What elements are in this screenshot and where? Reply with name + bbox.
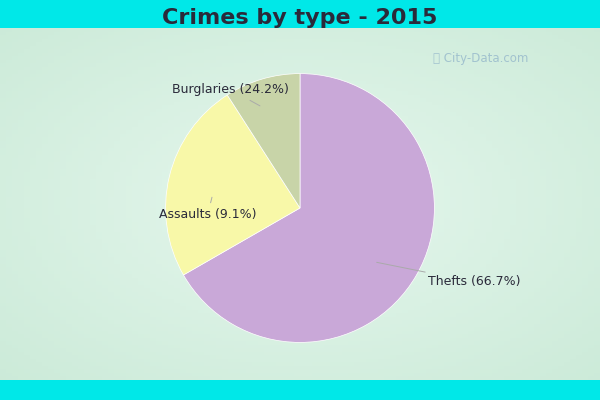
Wedge shape — [166, 95, 300, 275]
Wedge shape — [227, 74, 300, 208]
Text: Assaults (9.1%): Assaults (9.1%) — [159, 197, 256, 221]
Text: ⓘ City-Data.com: ⓘ City-Data.com — [433, 52, 528, 65]
Text: Burglaries (24.2%): Burglaries (24.2%) — [172, 83, 289, 106]
Wedge shape — [184, 74, 434, 342]
Text: Crimes by type - 2015: Crimes by type - 2015 — [163, 8, 437, 28]
Text: Thefts (66.7%): Thefts (66.7%) — [377, 262, 520, 288]
